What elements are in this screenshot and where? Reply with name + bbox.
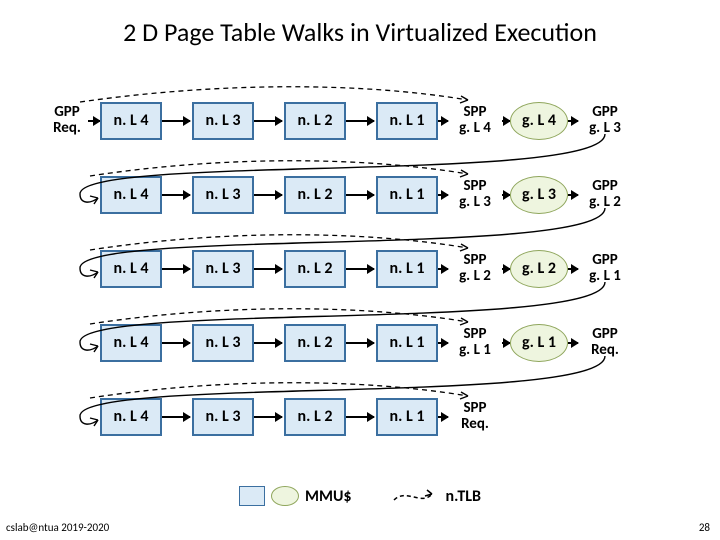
arrow-icon [162,342,190,344]
guest-oval: g. L 2 [510,250,568,288]
nested-box: n. L 2 [284,398,346,436]
spp-label: SPPg. L 2 [448,246,502,290]
nested-box: n. L 2 [284,250,346,288]
arrow-icon [254,120,282,122]
diagram-row: GPPReq.n. L 4 n. L 3 n. L 2 n. L 1 SPPg. L 4… [40,90,680,152]
nested-box: n. L 3 [192,102,254,140]
arrow-icon [438,120,448,122]
arrow-icon [502,120,510,122]
legend-ntlb-label: n.TLB [446,487,481,506]
arrow-icon [162,194,190,196]
arrow-icon [568,194,578,196]
nested-box: n. L 3 [192,250,254,288]
arrow-icon [254,194,282,196]
spp-label: SPPg. L 3 [448,172,502,216]
arrow-icon [88,120,100,122]
spp-label: SPPg. L 4 [448,98,502,142]
arrow-icon [346,268,374,270]
nested-box: n. L 4 [100,324,162,362]
arrow-icon [438,194,448,196]
arrow-icon [502,194,510,196]
arrow-icon [346,194,374,196]
diagram-row: n. L 4 n. L 3 n. L 2 n. L 1 SPPg. L 1g. L 1 G… [40,312,680,374]
nested-box: n. L 2 [284,102,346,140]
left-label: GPPReq. [40,98,94,142]
page-number: 28 [699,521,710,534]
nested-box: n. L 3 [192,176,254,214]
nested-box: n. L 4 [100,250,162,288]
legend: MMU$ n.TLB [0,486,720,506]
arrow-icon [438,416,448,418]
diagram-row: n. L 4 n. L 3 n. L 2 n. L 1 SPPg. L 3g. L 3 G… [40,164,680,226]
gpp-label: GPPReq. [578,320,632,364]
arrow-icon [438,268,448,270]
nested-box: n. L 1 [376,102,438,140]
nested-box: n. L 4 [100,398,162,436]
legend-dashed-arrow-icon [392,486,440,506]
nested-box: n. L 1 [376,398,438,436]
arrow-icon [346,416,374,418]
slide-title: 2 D Page Table Walks in Virtualized Exec… [0,16,720,48]
arrow-icon [162,268,190,270]
arrow-icon [162,416,190,418]
nested-box: n. L 4 [100,176,162,214]
arrow-icon [438,342,448,344]
nested-box: n. L 3 [192,398,254,436]
diagram-row: n. L 4 n. L 3 n. L 2 n. L 1 SPPReq. [40,386,680,448]
legend-mmu: MMU$ [239,486,352,506]
nested-box: n. L 1 [376,176,438,214]
footer-left: cslab@ntua 2019-2020 [6,521,109,534]
legend-mmu-label: MMU$ [305,487,352,506]
guest-oval: g. L 4 [510,102,568,140]
spp-label: SPPReq. [448,394,502,438]
arrow-icon [502,268,510,270]
guest-oval: g. L 3 [510,176,568,214]
nested-box: n. L 4 [100,102,162,140]
pagewalk-diagram: GPPReq.n. L 4n. L 3n. L 2n. L 1SPPg. L 4… [40,90,690,460]
legend-box-icon [239,486,265,506]
arrow-icon [568,120,578,122]
arrow-icon [254,416,282,418]
nested-box: n. L 1 [376,324,438,362]
guest-oval: g. L 1 [510,324,568,362]
gpp-label: GPPg. L 3 [578,98,632,142]
arrow-icon [346,120,374,122]
nested-box: n. L 1 [376,250,438,288]
diagram-row: n. L 4 n. L 3 n. L 2 n. L 1 SPPg. L 2g. L 2 G… [40,238,680,300]
arrow-icon [568,342,578,344]
gpp-label: GPPg. L 1 [578,246,632,290]
nested-box: n. L 2 [284,176,346,214]
arrow-icon [162,120,190,122]
legend-oval-icon [271,486,299,506]
legend-ntlb: n.TLB [392,486,481,506]
nested-box: n. L 2 [284,324,346,362]
arrow-icon [502,342,510,344]
nested-box: n. L 3 [192,324,254,362]
arrow-icon [254,342,282,344]
arrow-icon [346,342,374,344]
arrow-icon [568,268,578,270]
gpp-label: GPPg. L 2 [578,172,632,216]
spp-label: SPPg. L 1 [448,320,502,364]
arrow-icon [254,268,282,270]
